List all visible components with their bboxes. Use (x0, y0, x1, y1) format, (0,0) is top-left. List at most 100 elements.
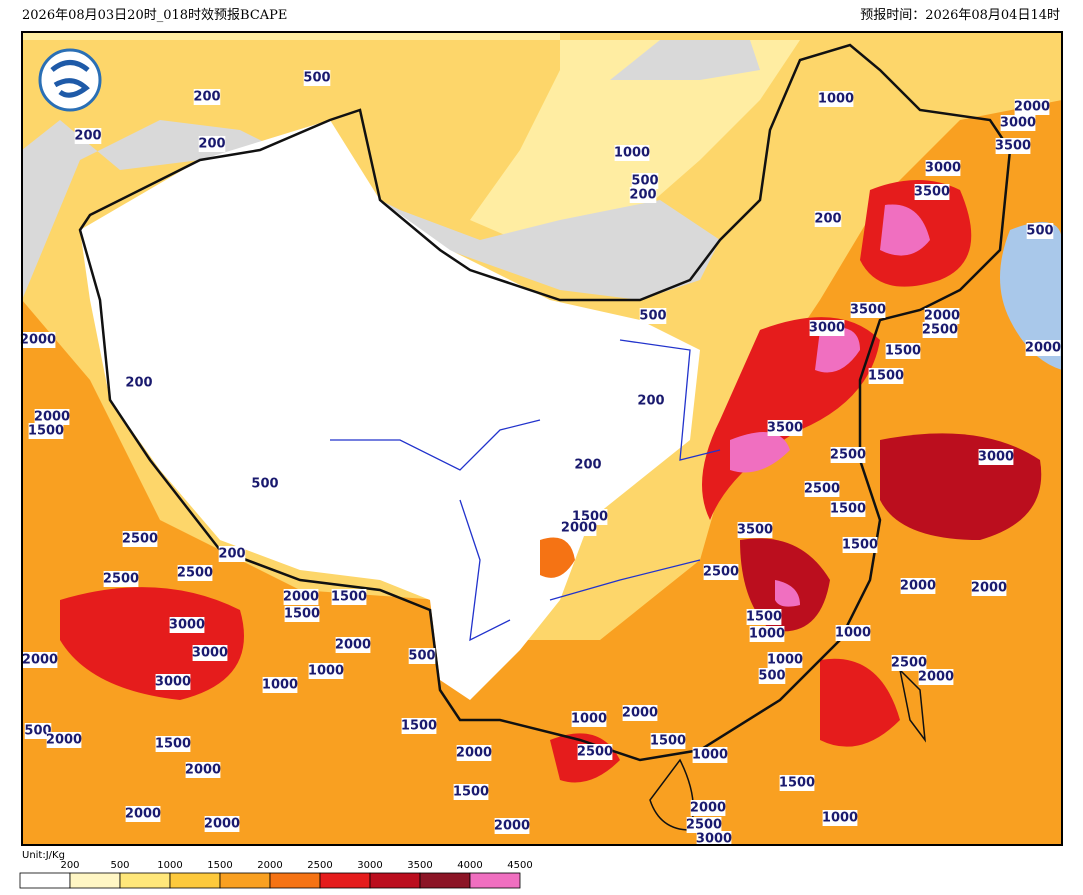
contour-label-bg (251, 476, 279, 492)
contour-label: 2500 (122, 532, 158, 547)
contour-label: 1000 (835, 626, 871, 641)
contour-label-bg (850, 302, 886, 318)
contour-label-bg (283, 589, 319, 605)
contour-label: 200 (574, 458, 601, 473)
contour-label-bg (650, 733, 686, 749)
contour-label: 3500 (914, 185, 950, 200)
country-border (78, 43, 1012, 762)
contour-label: 1500 (779, 776, 815, 791)
contour-label: 2500 (703, 565, 739, 580)
contour-label: 3500 (737, 523, 773, 538)
contour-label-bg (574, 457, 602, 473)
contour-label: 2000 (1014, 100, 1050, 115)
color-bar-box (269, 872, 321, 889)
color-bar-box (469, 872, 521, 889)
contour-label: 1000 (822, 811, 858, 826)
contour-label-bg (561, 520, 597, 536)
contour-label: 1000 (818, 92, 854, 107)
contour-label: 2000 (900, 579, 936, 594)
color-bar-tick-label: 500 (110, 860, 129, 871)
contour-label: 3500 (767, 421, 803, 436)
contour-label-bg (193, 89, 221, 105)
contour-label-bg (637, 393, 665, 409)
contour-label: 1500 (155, 737, 191, 752)
contour-label-bg (308, 663, 344, 679)
contour-label: 3000 (809, 321, 845, 336)
contour-label: 2000 (204, 817, 240, 832)
contour-label-bg (809, 320, 845, 336)
map-area (22, 32, 1062, 845)
contour-label-bg (804, 481, 840, 497)
contour-label-bg (177, 565, 213, 581)
contour-label-bg (978, 449, 1014, 465)
contour-label: 1000 (614, 146, 650, 161)
contour-label-bg (284, 606, 320, 622)
contour-label-bg (835, 625, 871, 641)
contour-label-bg (692, 747, 728, 763)
contour-label-bg (331, 589, 367, 605)
contour-label: 500 (639, 309, 666, 324)
contour-label: 1500 (650, 734, 686, 749)
contour-label-bg (686, 817, 722, 833)
contour-label: 2000 (561, 521, 597, 536)
contour-label-bg (303, 70, 331, 86)
color-bar-tick-label: 1500 (207, 860, 232, 871)
contour-label: 3000 (155, 675, 191, 690)
contour-label: 1500 (401, 719, 437, 734)
contour-label-bg (456, 745, 492, 761)
contour-label-bg (868, 368, 904, 384)
color-bar-box (119, 872, 171, 889)
contour-label-bg (696, 831, 732, 847)
contour-label-bg (779, 775, 815, 791)
contour-label: 1500 (830, 502, 866, 517)
contour-label-bg (103, 571, 139, 587)
contour-label-bg (20, 332, 56, 348)
contour-label-bg (125, 806, 161, 822)
contour-label: 2500 (804, 482, 840, 497)
contour-label: 3000 (169, 618, 205, 633)
contour-label: 1000 (308, 664, 344, 679)
contour-label-bg (703, 564, 739, 580)
contour-label-bg (814, 211, 842, 227)
contour-label-bg (262, 677, 298, 693)
contour-label: 1500 (885, 344, 921, 359)
rivers (330, 339, 721, 642)
contour-label-bg (822, 810, 858, 826)
contour-label: 500 (251, 477, 278, 492)
contour-label: 2000 (20, 333, 56, 348)
contour-label-bg (198, 136, 226, 152)
contour-label-bg (842, 537, 878, 553)
contour-label: 3000 (696, 832, 732, 847)
contour-label: 500 (758, 669, 785, 684)
contour-label-bg (737, 522, 773, 538)
contour-label: 2000 (456, 746, 492, 761)
contour-label: 2000 (918, 670, 954, 685)
contour-label-bg (914, 184, 950, 200)
contour-label: 500 (24, 724, 51, 739)
contour-label-bg (900, 578, 936, 594)
contour-label-bg (122, 531, 158, 547)
contour-label-bg (453, 784, 489, 800)
contour-label: 1500 (842, 538, 878, 553)
contour-label: 2000 (924, 309, 960, 324)
contour-label: 200 (629, 188, 656, 203)
color-bar-tick-label: 4500 (507, 860, 532, 871)
contour-label: 200 (74, 129, 101, 144)
contour-label: 2500 (830, 448, 866, 463)
contour-label: 2500 (103, 572, 139, 587)
contour-label-bg (922, 322, 958, 338)
map-title: 2026年08月03日20时_018时效预报BCAPE (22, 8, 287, 23)
contour-label-bg (125, 375, 153, 391)
contour-label-bg (155, 736, 191, 752)
contour-label: 2000 (125, 807, 161, 822)
contour-label-bg (885, 343, 921, 359)
contour-label-bg (1014, 99, 1050, 115)
contour-label: 2500 (686, 818, 722, 833)
contour-label-bg (494, 818, 530, 834)
contour-label: 200 (814, 212, 841, 227)
contour-label: 2500 (577, 745, 613, 760)
contour-label: 1000 (262, 678, 298, 693)
legend-unit: Unit:J/Kg (22, 850, 65, 861)
contour-label: 2000 (283, 590, 319, 605)
